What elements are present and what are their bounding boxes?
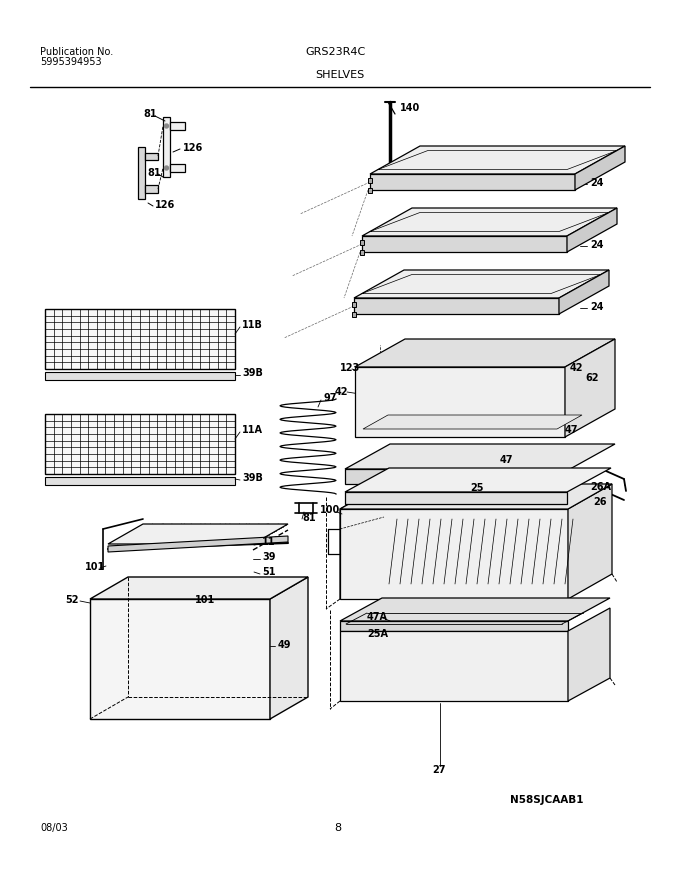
Polygon shape bbox=[368, 189, 372, 194]
Text: Publication No.: Publication No. bbox=[40, 47, 114, 57]
Text: 39B: 39B bbox=[242, 368, 263, 377]
Text: 47: 47 bbox=[500, 454, 513, 464]
Polygon shape bbox=[352, 302, 356, 308]
Polygon shape bbox=[352, 313, 356, 318]
Polygon shape bbox=[360, 241, 364, 246]
Text: 39: 39 bbox=[262, 551, 275, 561]
Polygon shape bbox=[568, 608, 610, 701]
Text: 81: 81 bbox=[302, 513, 316, 522]
Text: 08/03: 08/03 bbox=[40, 822, 68, 832]
Polygon shape bbox=[340, 484, 384, 600]
Circle shape bbox=[165, 167, 169, 171]
Text: 26A: 26A bbox=[590, 481, 611, 492]
Polygon shape bbox=[145, 154, 158, 161]
Text: 11: 11 bbox=[262, 536, 275, 547]
Polygon shape bbox=[368, 179, 372, 183]
Text: 11A: 11A bbox=[242, 425, 263, 434]
Text: 101: 101 bbox=[85, 561, 105, 571]
Text: 47: 47 bbox=[565, 425, 579, 434]
Text: 25A: 25A bbox=[367, 628, 388, 638]
Text: 51: 51 bbox=[262, 567, 275, 576]
Polygon shape bbox=[163, 118, 170, 178]
Polygon shape bbox=[340, 509, 568, 600]
Polygon shape bbox=[340, 631, 568, 701]
Polygon shape bbox=[90, 577, 308, 600]
Polygon shape bbox=[370, 147, 625, 175]
Polygon shape bbox=[362, 236, 567, 253]
Text: 39B: 39B bbox=[242, 473, 263, 482]
Text: 81: 81 bbox=[147, 168, 160, 178]
Text: 140: 140 bbox=[400, 103, 420, 113]
Polygon shape bbox=[270, 577, 308, 720]
Text: 24: 24 bbox=[590, 240, 604, 249]
Polygon shape bbox=[345, 493, 567, 504]
Text: 25: 25 bbox=[470, 482, 483, 493]
Polygon shape bbox=[145, 186, 158, 194]
Polygon shape bbox=[567, 209, 617, 253]
Polygon shape bbox=[108, 536, 288, 553]
Polygon shape bbox=[340, 599, 610, 621]
Polygon shape bbox=[370, 175, 575, 191]
Text: 97: 97 bbox=[323, 393, 337, 402]
Polygon shape bbox=[340, 484, 612, 509]
Text: 126: 126 bbox=[183, 143, 203, 153]
Text: SHELVES: SHELVES bbox=[316, 70, 364, 80]
Text: 101: 101 bbox=[195, 594, 216, 604]
Polygon shape bbox=[360, 251, 364, 255]
Text: 49: 49 bbox=[278, 640, 292, 649]
Text: 24: 24 bbox=[590, 302, 604, 312]
Polygon shape bbox=[90, 600, 270, 720]
Text: 24: 24 bbox=[590, 178, 604, 188]
Polygon shape bbox=[354, 270, 609, 299]
Polygon shape bbox=[138, 148, 145, 200]
Polygon shape bbox=[45, 415, 235, 474]
Text: 26: 26 bbox=[593, 496, 607, 507]
Text: 42: 42 bbox=[335, 387, 348, 396]
Polygon shape bbox=[170, 165, 185, 173]
Text: 62: 62 bbox=[585, 373, 598, 382]
Text: 52: 52 bbox=[65, 594, 78, 604]
Text: 8: 8 bbox=[335, 822, 341, 832]
Polygon shape bbox=[170, 123, 185, 131]
Text: GRS23R4C: GRS23R4C bbox=[305, 47, 365, 57]
Polygon shape bbox=[45, 309, 235, 369]
Polygon shape bbox=[568, 484, 612, 600]
Polygon shape bbox=[345, 468, 611, 493]
Polygon shape bbox=[559, 270, 609, 315]
Polygon shape bbox=[575, 147, 625, 191]
Polygon shape bbox=[345, 444, 615, 469]
Circle shape bbox=[165, 125, 169, 129]
Text: N58SJCAAB1: N58SJCAAB1 bbox=[510, 794, 583, 804]
Polygon shape bbox=[362, 209, 617, 236]
Polygon shape bbox=[45, 477, 235, 486]
Polygon shape bbox=[345, 469, 570, 484]
Text: 81: 81 bbox=[143, 109, 156, 119]
Polygon shape bbox=[355, 368, 565, 437]
Polygon shape bbox=[340, 621, 568, 631]
Text: 126: 126 bbox=[155, 200, 175, 209]
Polygon shape bbox=[45, 373, 235, 381]
Text: 42: 42 bbox=[570, 362, 583, 373]
Text: 47A: 47A bbox=[367, 611, 388, 621]
Polygon shape bbox=[355, 340, 615, 368]
Text: 27: 27 bbox=[432, 764, 445, 774]
Polygon shape bbox=[565, 340, 615, 437]
Text: 100: 100 bbox=[320, 504, 340, 514]
Polygon shape bbox=[363, 415, 582, 429]
Polygon shape bbox=[354, 299, 559, 315]
Text: 123: 123 bbox=[340, 362, 360, 373]
Text: 11B: 11B bbox=[242, 320, 263, 329]
Text: 5995394953: 5995394953 bbox=[40, 57, 101, 67]
Polygon shape bbox=[108, 524, 288, 544]
